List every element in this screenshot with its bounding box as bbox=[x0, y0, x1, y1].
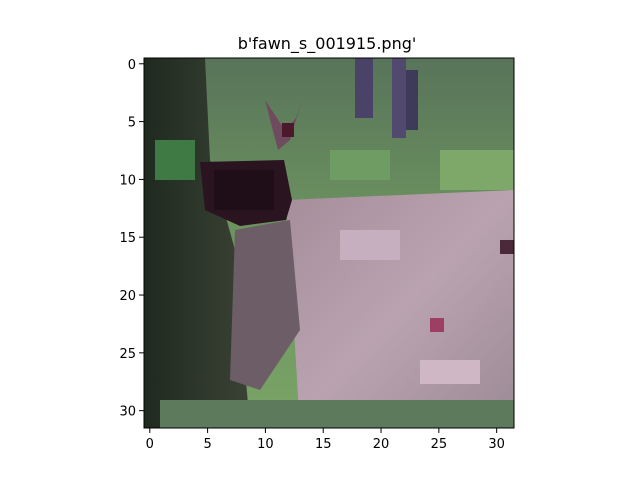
image-axes-frame bbox=[143, 57, 515, 429]
y-axis: 0 5 10 15 20 25 30 bbox=[119, 58, 144, 420]
y-tick-label: 25 bbox=[119, 347, 136, 362]
x-tick-label: 20 bbox=[373, 437, 390, 452]
y-tick-label: 10 bbox=[119, 173, 136, 188]
x-tick-label: 0 bbox=[146, 437, 154, 452]
x-tick-label: 30 bbox=[488, 437, 505, 452]
y-tick-label: 20 bbox=[119, 289, 136, 304]
x-tick-label: 25 bbox=[431, 437, 448, 452]
y-tick-label: 5 bbox=[128, 116, 136, 131]
figure-title: b'fawn_s_001915.png' bbox=[238, 34, 417, 54]
x-tick-label: 15 bbox=[315, 437, 332, 452]
x-tick-label: 5 bbox=[203, 437, 211, 452]
y-tick-label: 15 bbox=[119, 231, 136, 246]
y-tick-label: 30 bbox=[119, 405, 136, 420]
x-axis: 0 5 10 15 20 25 30 bbox=[146, 428, 505, 452]
y-tick-label: 0 bbox=[128, 58, 136, 73]
image-pixels bbox=[144, 58, 514, 428]
x-tick-label: 10 bbox=[257, 437, 274, 452]
